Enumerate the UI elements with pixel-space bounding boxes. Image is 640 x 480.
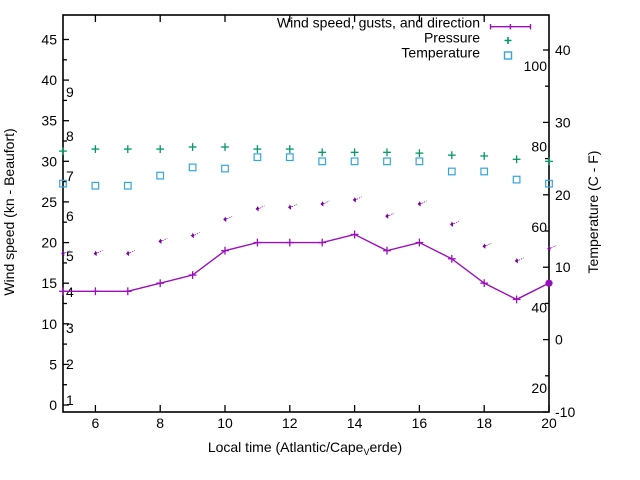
svg-text:Wind speed (kn - Beaufort): Wind speed (kn - Beaufort) [1,128,17,295]
svg-text:16: 16 [412,415,428,431]
svg-text:-10: -10 [555,404,575,420]
svg-text:14: 14 [347,415,363,431]
svg-text:40: 40 [41,72,57,88]
svg-text:8: 8 [156,415,164,431]
svg-text:40: 40 [555,42,571,58]
svg-text:4: 4 [66,284,74,300]
svg-text:60: 60 [531,219,547,235]
svg-text:5: 5 [49,356,57,372]
svg-text:20: 20 [41,235,57,251]
svg-text:30: 30 [555,114,571,130]
svg-text:0: 0 [49,397,57,413]
svg-text:6: 6 [66,208,74,224]
svg-text:35: 35 [41,113,57,129]
svg-text:25: 25 [41,194,57,210]
svg-text:10: 10 [41,316,57,332]
svg-text:40: 40 [531,299,547,315]
svg-text:2: 2 [66,356,74,372]
svg-text:20: 20 [531,380,547,396]
svg-text:Temperature: Temperature [401,45,480,61]
svg-text:Wind speed, gusts, and directi: Wind speed, gusts, and direction [277,15,480,31]
svg-text:30: 30 [41,153,57,169]
svg-text:Pressure: Pressure [424,30,480,46]
svg-text:6: 6 [92,415,100,431]
svg-text:12: 12 [282,415,298,431]
svg-text:20: 20 [555,187,571,203]
svg-text:15: 15 [41,275,57,291]
svg-text:1: 1 [66,392,74,408]
svg-text:9: 9 [66,84,74,100]
svg-text:3: 3 [66,320,74,336]
svg-text:18: 18 [476,415,492,431]
svg-text:100: 100 [524,58,548,74]
svg-text:10: 10 [555,259,571,275]
svg-text:Local time (Atlantic/CapeVerde: Local time (Atlantic/CapeVerde) [208,439,402,457]
svg-text:80: 80 [531,139,547,155]
svg-text:8: 8 [66,128,74,144]
svg-text:10: 10 [217,415,233,431]
svg-text:Temperature (C - F): Temperature (C - F) [585,151,601,274]
svg-text:0: 0 [555,332,563,348]
svg-text:45: 45 [41,32,57,48]
svg-text:7: 7 [66,168,74,184]
